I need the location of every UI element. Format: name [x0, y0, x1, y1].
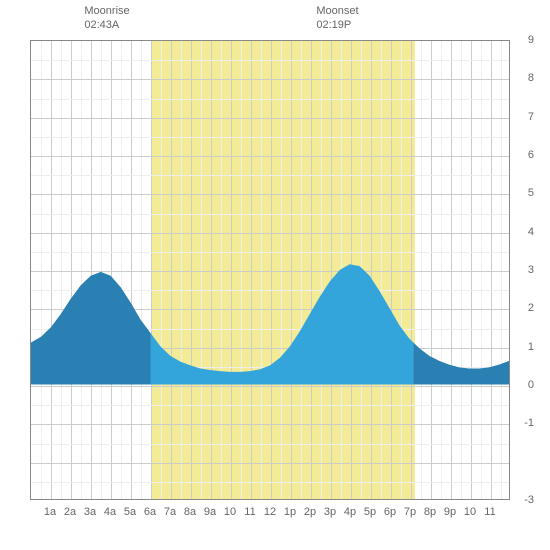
tide-segment — [151, 264, 414, 384]
x-tick-label: 9p — [444, 506, 456, 518]
plot-area — [30, 40, 510, 500]
y-tick-label: 7 — [516, 111, 534, 123]
x-tick-label: 12 — [264, 506, 276, 518]
y-tick-label: 0 — [516, 379, 534, 391]
x-tick-label: 3p — [324, 506, 336, 518]
x-tick-label: 6p — [384, 506, 396, 518]
y-tick-label: 6 — [516, 149, 534, 161]
x-tick-label: 6a — [144, 506, 156, 518]
x-tick-label: 4p — [344, 506, 356, 518]
tide-chart: { "chart": { "type": "area", "width_px":… — [0, 0, 550, 550]
y-tick-label: 5 — [516, 187, 534, 199]
x-tick-label: 5p — [364, 506, 376, 518]
tide-segment — [31, 272, 151, 385]
moonrise-annotation: Moonrise 02:43A — [84, 4, 129, 32]
x-tick-label: 2p — [304, 506, 316, 518]
tide-segment — [413, 343, 509, 385]
x-tick-label: 1p — [284, 506, 296, 518]
x-tick-label: 1a — [44, 506, 56, 518]
y-tick-label: 4 — [516, 226, 534, 238]
x-tick-label: 8a — [184, 506, 196, 518]
y-tick-label: 8 — [516, 72, 534, 84]
y-tick-label: 9 — [516, 34, 534, 46]
y-tick-label: 1 — [516, 341, 534, 353]
x-tick-label: 9a — [204, 506, 216, 518]
x-tick-label: 10 — [464, 506, 476, 518]
x-tick-label: 3a — [84, 506, 96, 518]
x-tick-label: 11 — [244, 506, 255, 518]
x-tick-label: 5a — [124, 506, 136, 518]
moonset-annotation: Moonset 02:19P — [316, 4, 358, 32]
x-tick-label: 10 — [224, 506, 236, 518]
x-tick-label: 8p — [424, 506, 436, 518]
moonrise-time: 02:43A — [84, 18, 129, 32]
x-tick-label: 7a — [164, 506, 176, 518]
moonset-label: Moonset — [316, 4, 358, 18]
moonrise-label: Moonrise — [84, 4, 129, 18]
x-tick-label: 2a — [64, 506, 76, 518]
x-tick-label: 11 — [484, 506, 495, 518]
tide-svg — [31, 41, 509, 499]
x-tick-label: 7p — [404, 506, 416, 518]
y-tick-label: 3 — [516, 264, 534, 276]
x-tick-label: 4a — [104, 506, 116, 518]
y-tick-label: -3 — [516, 494, 534, 506]
y-tick-label: 2 — [516, 302, 534, 314]
y-tick-label: -1 — [516, 417, 534, 429]
moonset-time: 02:19P — [316, 18, 358, 32]
